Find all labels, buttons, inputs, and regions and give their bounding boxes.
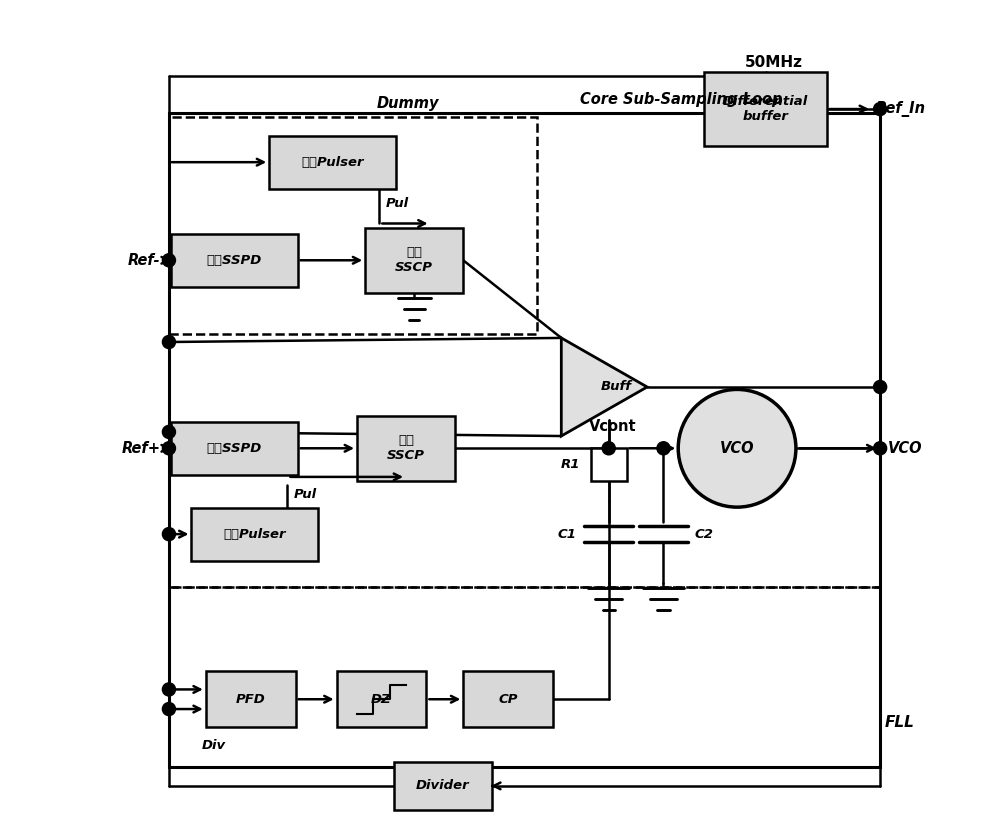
Circle shape <box>657 442 670 455</box>
Circle shape <box>874 442 887 455</box>
Text: VCO: VCO <box>720 441 754 456</box>
Bar <box>171 421 298 475</box>
Text: Divider: Divider <box>416 779 470 793</box>
Circle shape <box>162 683 175 696</box>
Text: Core Sub-Sampling Loop: Core Sub-Sampling Loop <box>580 91 782 107</box>
Circle shape <box>602 442 615 455</box>
Text: VCO: VCO <box>888 441 923 456</box>
Text: DZ: DZ <box>371 693 392 706</box>
Text: FLL: FLL <box>884 714 914 730</box>
Text: Dummy: Dummy <box>377 95 439 110</box>
Bar <box>169 117 537 334</box>
Circle shape <box>162 253 175 267</box>
Bar <box>269 136 396 188</box>
Bar <box>169 113 880 767</box>
Text: Div: Div <box>202 739 226 752</box>
Bar <box>704 72 827 146</box>
Text: 第二SSPD: 第二SSPD <box>207 442 262 455</box>
Text: PFD: PFD <box>236 693 266 706</box>
Text: C2: C2 <box>695 528 714 541</box>
Bar <box>394 762 492 810</box>
Circle shape <box>162 703 175 715</box>
Bar <box>169 588 880 767</box>
Circle shape <box>162 425 175 439</box>
Bar <box>357 416 455 481</box>
Text: 第二
SSCP: 第二 SSCP <box>387 435 425 463</box>
Bar <box>169 113 880 588</box>
Bar <box>463 672 553 727</box>
Bar <box>365 228 463 293</box>
Text: Vcont: Vcont <box>589 419 637 434</box>
Circle shape <box>162 528 175 541</box>
Polygon shape <box>561 338 647 436</box>
Circle shape <box>874 380 887 393</box>
Text: Pul: Pul <box>294 488 317 501</box>
Text: 第一
SSCP: 第一 SSCP <box>395 246 433 274</box>
Bar <box>591 449 627 481</box>
Text: 第一SSPD: 第一SSPD <box>207 253 262 267</box>
Bar <box>171 234 298 287</box>
Circle shape <box>162 442 175 455</box>
Text: Ref_In: Ref_In <box>876 101 926 117</box>
Text: 第一Pulser: 第一Pulser <box>301 156 364 169</box>
Text: R1: R1 <box>561 458 580 471</box>
Text: 50MHz: 50MHz <box>745 55 803 70</box>
Text: 第二Pulser: 第二Pulser <box>224 528 286 541</box>
Text: Ref+: Ref+ <box>122 441 161 456</box>
Circle shape <box>678 389 796 507</box>
Circle shape <box>162 336 175 349</box>
Text: Differential
buffer: Differential buffer <box>723 95 808 123</box>
Bar <box>191 508 318 560</box>
Bar <box>206 672 296 727</box>
Bar <box>337 672 426 727</box>
Text: Ref-: Ref- <box>128 253 161 267</box>
Text: Buff: Buff <box>601 380 632 393</box>
Text: Pul: Pul <box>386 197 409 210</box>
Text: CP: CP <box>498 693 518 706</box>
Circle shape <box>874 103 887 115</box>
Text: C1: C1 <box>557 528 576 541</box>
